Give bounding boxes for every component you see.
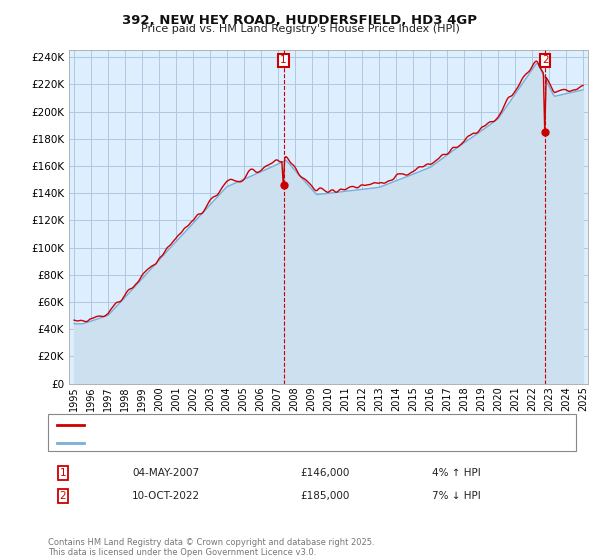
Text: HPI: Average price, semi-detached house, Kirklees: HPI: Average price, semi-detached house,… <box>90 438 341 448</box>
Text: 392, NEW HEY ROAD, HUDDERSFIELD, HD3 4GP: 392, NEW HEY ROAD, HUDDERSFIELD, HD3 4GP <box>122 14 478 27</box>
Text: 4% ↑ HPI: 4% ↑ HPI <box>432 468 481 478</box>
Text: 2: 2 <box>59 491 67 501</box>
Text: 1: 1 <box>280 55 287 66</box>
Text: 10-OCT-2022: 10-OCT-2022 <box>132 491 200 501</box>
Text: 392, NEW HEY ROAD, HUDDERSFIELD, HD3 4GP (semi-detached house): 392, NEW HEY ROAD, HUDDERSFIELD, HD3 4GP… <box>90 419 448 430</box>
Text: 7% ↓ HPI: 7% ↓ HPI <box>432 491 481 501</box>
Text: Price paid vs. HM Land Registry's House Price Index (HPI): Price paid vs. HM Land Registry's House … <box>140 24 460 34</box>
Text: Contains HM Land Registry data © Crown copyright and database right 2025.
This d: Contains HM Land Registry data © Crown c… <box>48 538 374 557</box>
Text: 2: 2 <box>542 55 548 66</box>
Text: 04-MAY-2007: 04-MAY-2007 <box>132 468 199 478</box>
Text: £146,000: £146,000 <box>300 468 349 478</box>
Text: £185,000: £185,000 <box>300 491 349 501</box>
Text: 1: 1 <box>59 468 67 478</box>
